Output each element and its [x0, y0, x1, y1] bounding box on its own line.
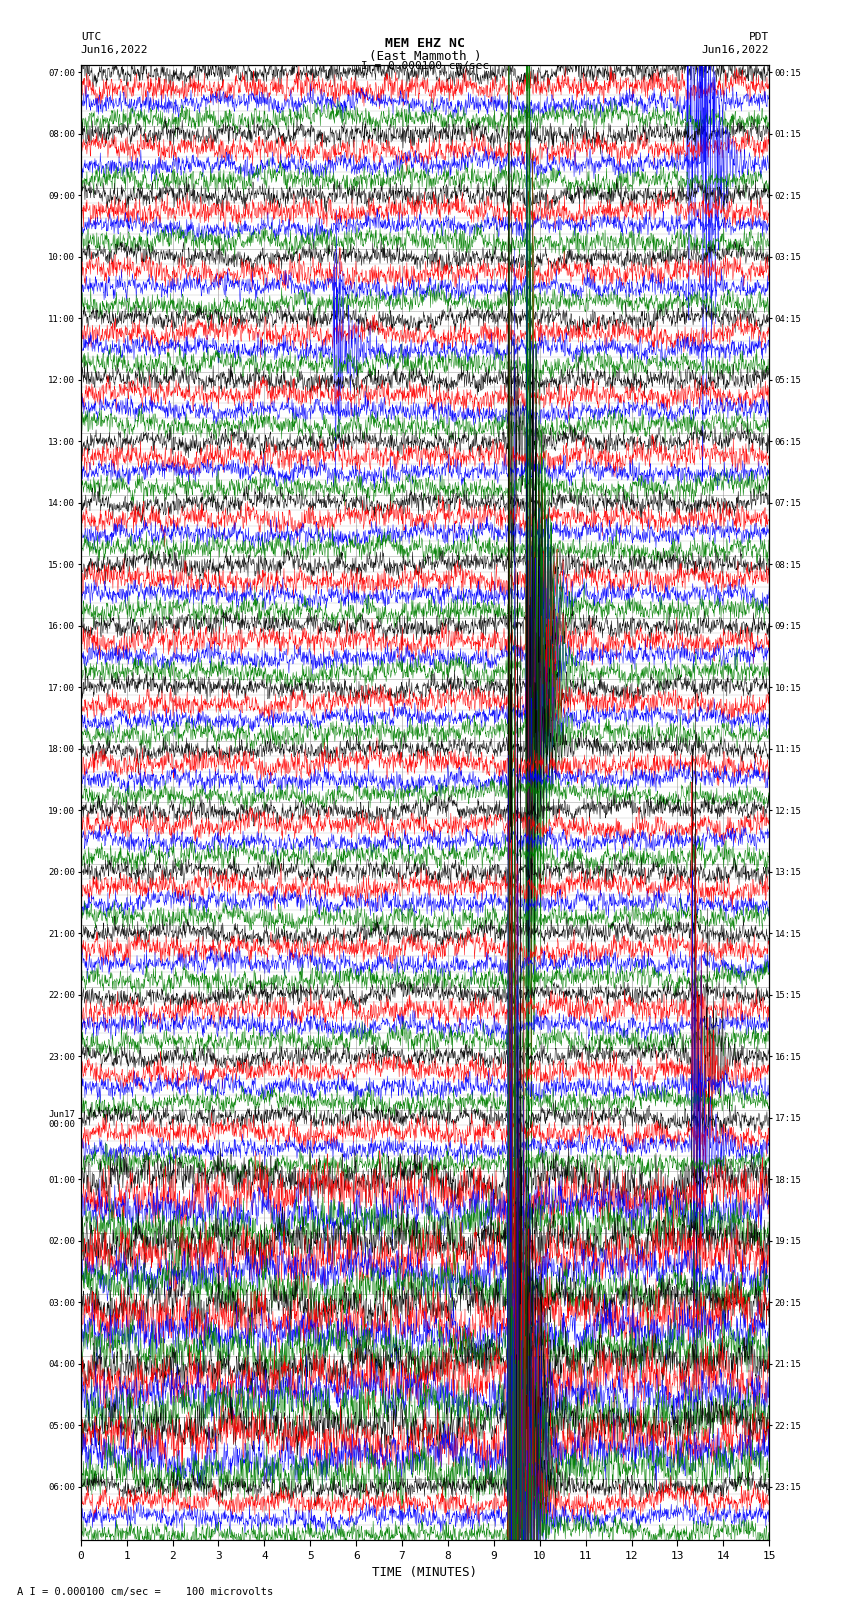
Text: Jun16,2022: Jun16,2022: [702, 45, 769, 55]
X-axis label: TIME (MINUTES): TIME (MINUTES): [372, 1566, 478, 1579]
Text: PDT: PDT: [749, 32, 769, 42]
Text: I = 0.000100 cm/sec: I = 0.000100 cm/sec: [361, 61, 489, 71]
Text: Jun16,2022: Jun16,2022: [81, 45, 148, 55]
Text: A I = 0.000100 cm/sec =    100 microvolts: A I = 0.000100 cm/sec = 100 microvolts: [17, 1587, 273, 1597]
Text: UTC: UTC: [81, 32, 101, 42]
Text: MEM EHZ NC: MEM EHZ NC: [385, 37, 465, 50]
Text: (East Mammoth ): (East Mammoth ): [369, 50, 481, 63]
